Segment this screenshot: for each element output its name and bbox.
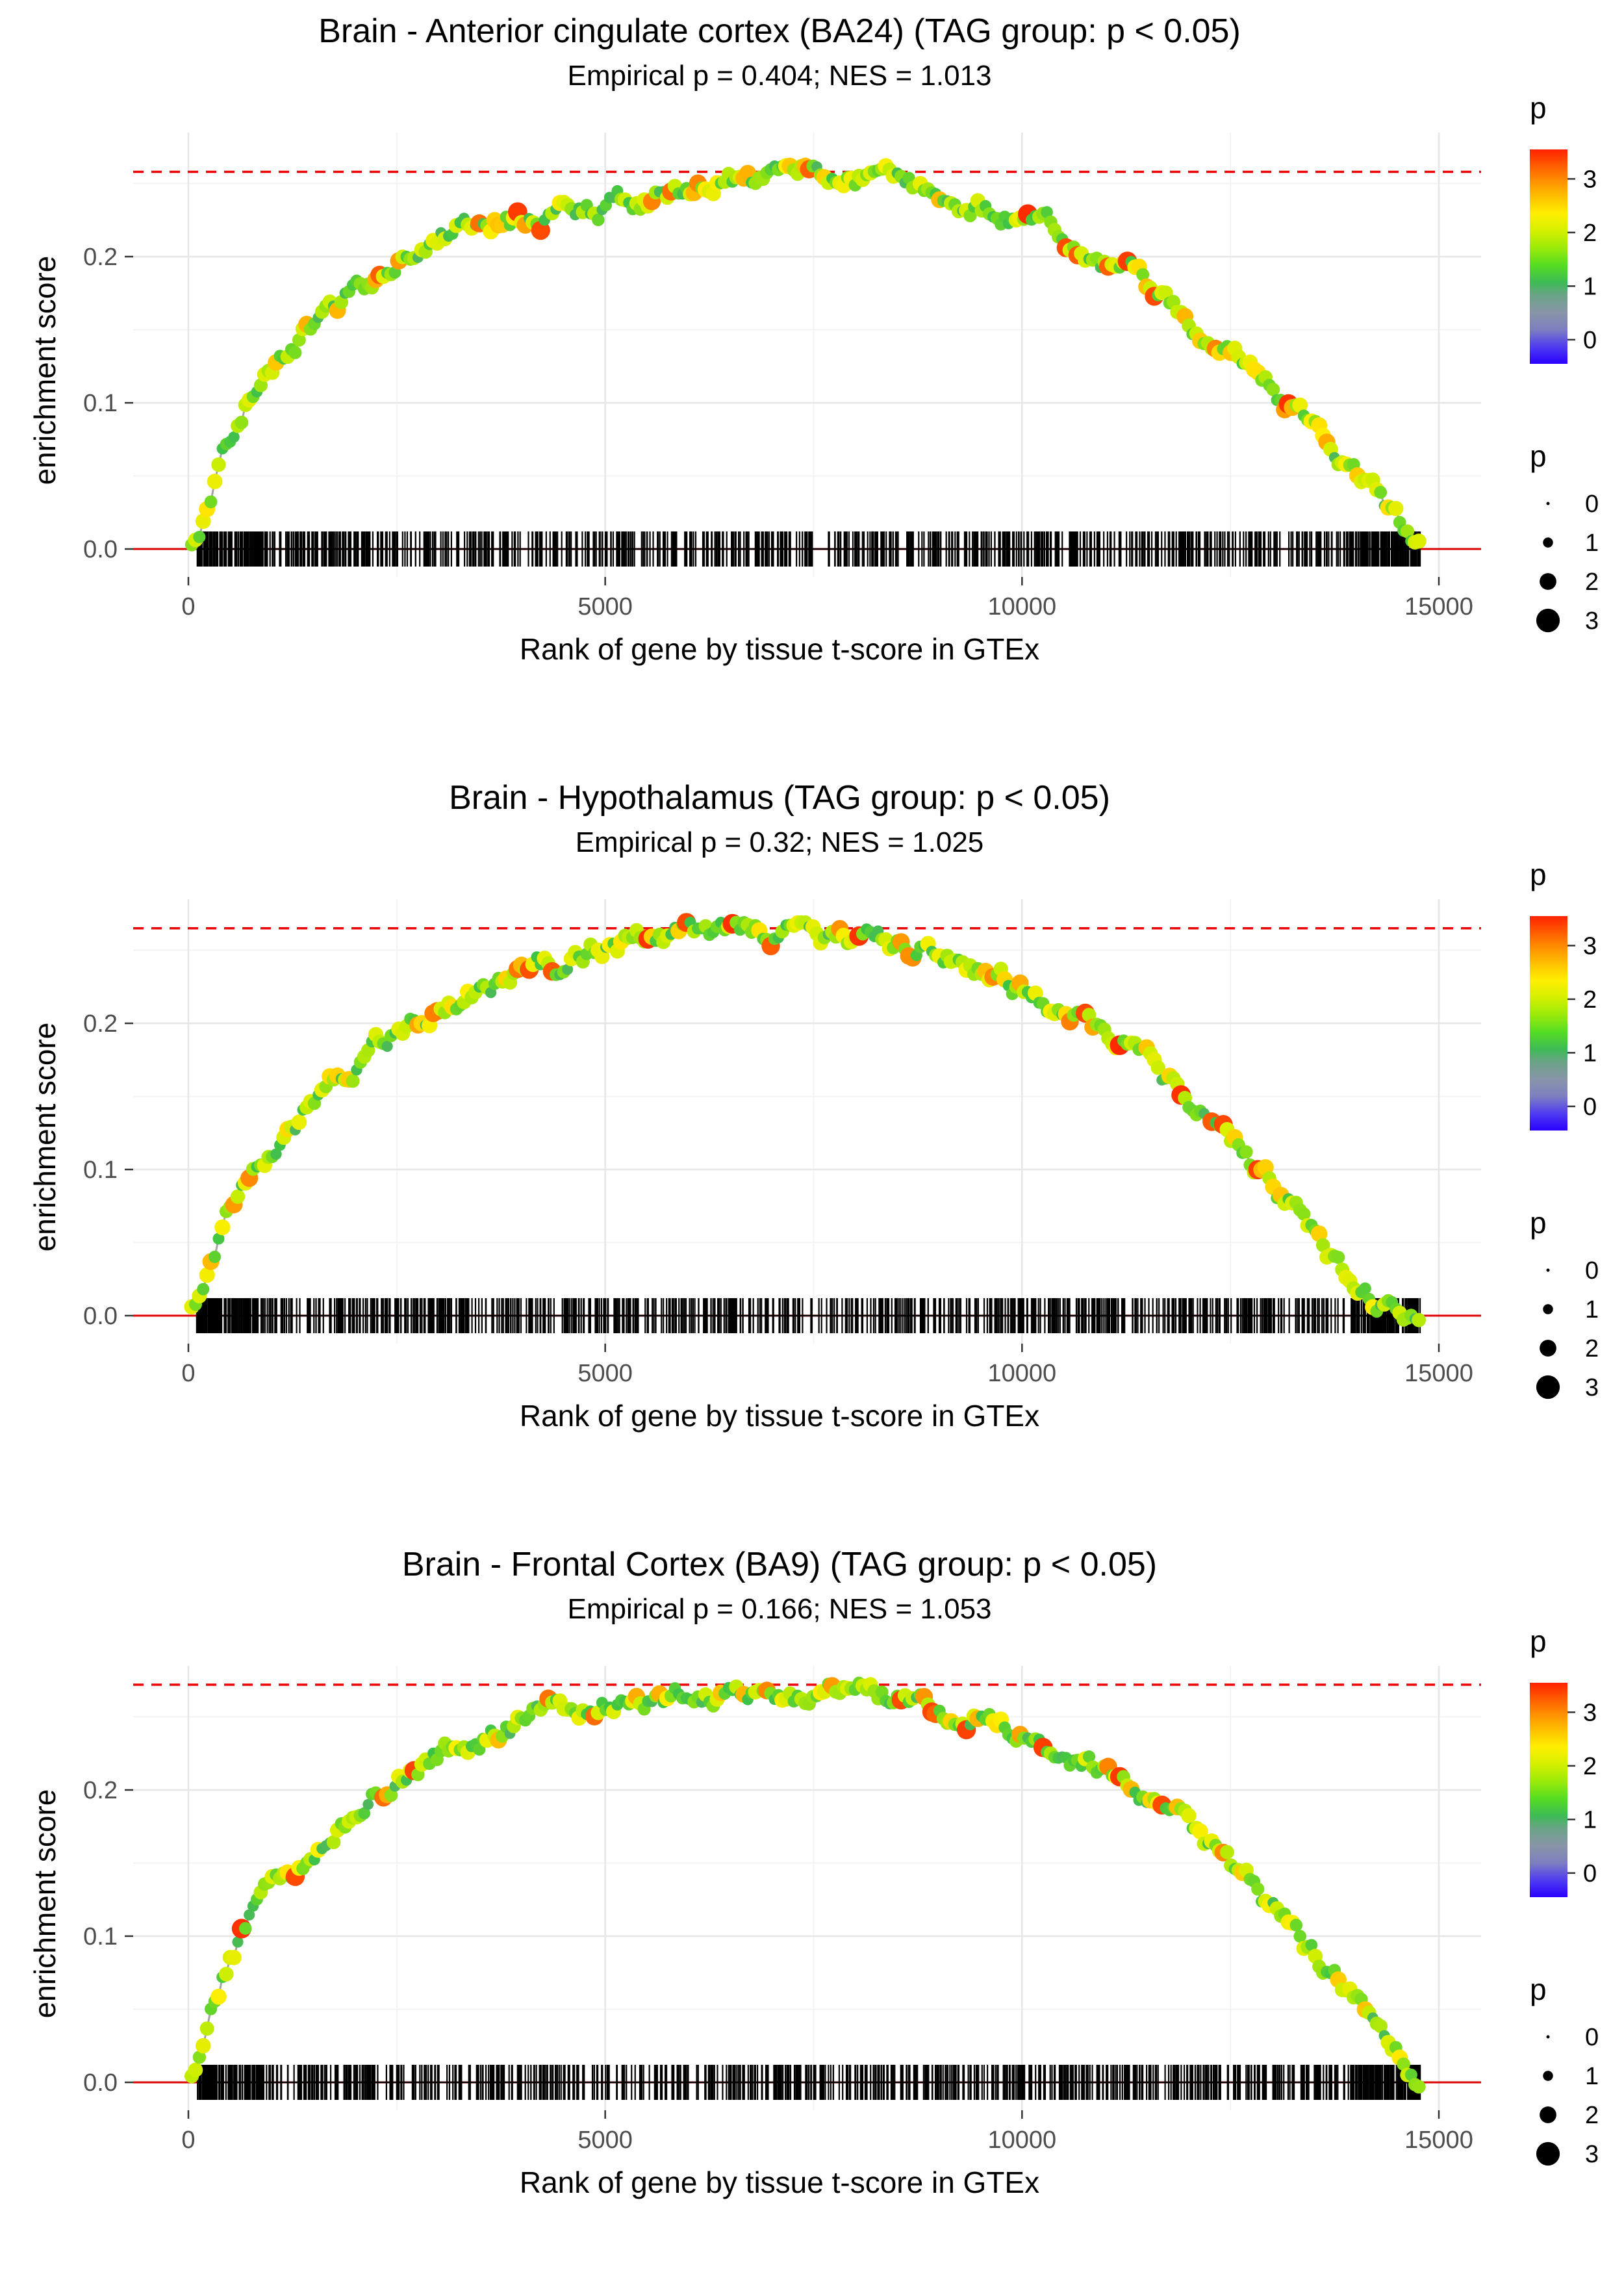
gridlines [133, 1666, 1481, 2110]
gene-rug [196, 531, 1421, 567]
svg-text:3: 3 [1585, 1374, 1599, 1401]
svg-text:0: 0 [1583, 1093, 1597, 1121]
svg-text:0.1: 0.1 [83, 1923, 118, 1950]
y-axis-label: enrichment score [28, 1789, 62, 2019]
svg-text:15000: 15000 [1404, 593, 1473, 620]
plot-title: Brain - Anterior cingulate cortex (BA24)… [318, 12, 1241, 50]
svg-text:3: 3 [1585, 2141, 1599, 2168]
svg-text:0.0: 0.0 [83, 536, 118, 563]
panel-brain-frontal-cortex: Brain - Frontal Cortex (BA9) (TAG group:… [0, 1533, 1624, 2274]
gridlines [133, 899, 1481, 1344]
es-curve-points [184, 157, 1427, 552]
svg-text:10000: 10000 [987, 2127, 1056, 2154]
axis-ticks: 0.0 0.1 0.2 0 5000 10000 15000 [83, 244, 1473, 620]
svg-text:0: 0 [181, 1360, 195, 1387]
svg-text:0: 0 [1585, 1257, 1599, 1284]
svg-text:0: 0 [1585, 2024, 1599, 2051]
svg-text:2: 2 [1583, 986, 1597, 1014]
svg-text:5000: 5000 [577, 2127, 633, 2154]
svg-text:2: 2 [1585, 2102, 1599, 2129]
color-legend: p 3 2 1 0 [1530, 858, 1597, 1131]
svg-text:3: 3 [1585, 607, 1599, 635]
svg-text:1: 1 [1583, 1040, 1597, 1067]
svg-text:5000: 5000 [577, 593, 633, 620]
y-axis-label: enrichment score [28, 255, 62, 485]
axis-ticks: 0.0 0.1 0.2 0 5000 10000 15000 [83, 1777, 1473, 2154]
svg-text:2: 2 [1585, 568, 1599, 596]
svg-text:1: 1 [1585, 2063, 1599, 2090]
svg-text:15000: 15000 [1404, 2127, 1473, 2154]
svg-text:1: 1 [1585, 1296, 1599, 1323]
svg-text:3: 3 [1583, 166, 1597, 193]
svg-text:1: 1 [1583, 273, 1597, 300]
gridlines [133, 133, 1481, 577]
plot-subtitle: Empirical p = 0.166; NES = 1.053 [567, 1593, 992, 1625]
color-legend-title: p [1530, 858, 1547, 891]
svg-text:0.2: 0.2 [83, 1010, 118, 1038]
svg-text:0.1: 0.1 [83, 1156, 118, 1184]
plot-subtitle: Empirical p = 0.32; NES = 1.025 [575, 826, 984, 858]
svg-text:0: 0 [181, 2127, 195, 2154]
svg-text:10000: 10000 [987, 1360, 1056, 1387]
plot-canvas: 0.0 0.1 0.2 0 5000 10000 15000 p 3 2 1 0 p 0 1 2 3 [83, 91, 1599, 635]
svg-text:5000: 5000 [577, 1360, 633, 1387]
size-legend: p 0 1 2 3 [1530, 1206, 1599, 1401]
panel-brain-anterior-cingulate-cortex: Brain - Anterior cingulate cortex (BA24)… [0, 0, 1624, 767]
svg-text:15000: 15000 [1404, 1360, 1473, 1387]
size-legend-title: p [1530, 439, 1547, 473]
y-axis-label: enrichment score [28, 1022, 62, 1252]
svg-text:0: 0 [1585, 491, 1599, 518]
plot-subtitle: Empirical p = 0.404; NES = 1.013 [567, 60, 992, 92]
x-axis-label: Rank of gene by tissue t-score in GTEx [519, 1399, 1040, 1433]
svg-text:0.0: 0.0 [83, 2069, 118, 2097]
svg-text:2: 2 [1585, 1335, 1599, 1362]
svg-text:0.2: 0.2 [83, 1777, 118, 1804]
svg-text:2: 2 [1583, 1753, 1597, 1780]
es-curve-line [191, 921, 1419, 1322]
svg-text:1: 1 [1583, 1806, 1597, 1833]
color-legend-title: p [1530, 91, 1547, 125]
es-curve-line [190, 1681, 1419, 2088]
gene-rug [196, 2065, 1421, 2100]
svg-text:0.0: 0.0 [83, 1303, 118, 1330]
plot-title: Brain - Frontal Cortex (BA9) (TAG group:… [401, 1546, 1158, 1583]
size-legend: p 0 1 2 3 [1530, 439, 1599, 635]
svg-text:0: 0 [1583, 1860, 1597, 1887]
svg-text:0: 0 [1583, 327, 1597, 354]
x-axis-label: Rank of gene by tissue t-score in GTEx [519, 2165, 1040, 2199]
size-legend-title: p [1530, 1973, 1547, 2006]
color-legend: p 3 2 1 0 [1530, 1624, 1597, 1897]
size-legend-title: p [1530, 1206, 1547, 1240]
size-legend: p 0 1 2 3 [1530, 1973, 1599, 2168]
svg-text:2: 2 [1583, 220, 1597, 247]
plot-canvas: 0.0 0.1 0.2 0 5000 10000 15000 p 3 2 1 0 p 0 1 2 3 [83, 1624, 1599, 2168]
es-curve-points [184, 1676, 1426, 2094]
svg-text:3: 3 [1583, 1699, 1597, 1726]
svg-text:3: 3 [1583, 932, 1597, 960]
svg-text:0.1: 0.1 [83, 390, 118, 417]
x-axis-label: Rank of gene by tissue t-score in GTEx [519, 632, 1040, 666]
gene-rug [196, 1298, 1421, 1333]
plot-title: Brain - Hypothalamus (TAG group: p < 0.0… [449, 779, 1110, 817]
es-curve-points [184, 913, 1427, 1327]
panel-brain-hypothalamus: Brain - Hypothalamus (TAG group: p < 0.0… [0, 767, 1624, 1533]
svg-text:0.2: 0.2 [83, 244, 118, 271]
plot-canvas: 0.0 0.1 0.2 0 5000 10000 15000 p 3 2 1 0 p 0 1 2 3 [83, 858, 1599, 1401]
svg-text:10000: 10000 [987, 593, 1056, 620]
color-legend-title: p [1530, 1624, 1547, 1658]
svg-text:0: 0 [181, 593, 195, 620]
axis-ticks: 0.0 0.1 0.2 0 5000 10000 15000 [83, 1010, 1473, 1387]
svg-text:1: 1 [1585, 530, 1599, 557]
color-legend: p 3 2 1 0 [1530, 91, 1597, 364]
